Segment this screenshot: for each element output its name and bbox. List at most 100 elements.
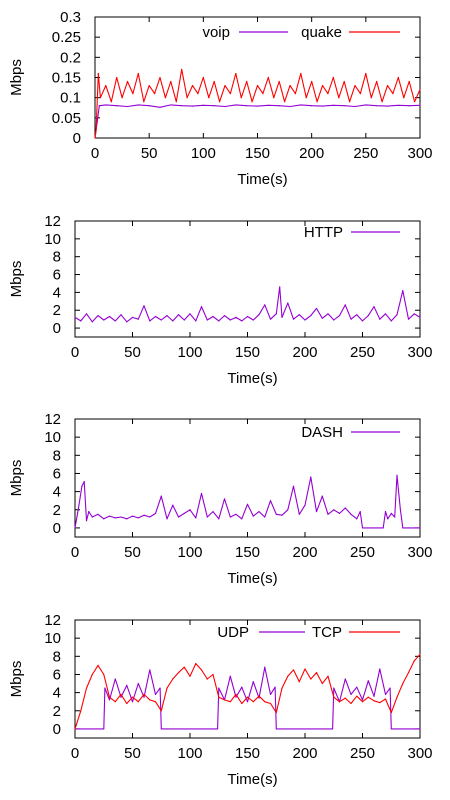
data-point — [373, 700, 375, 702]
data-point — [419, 104, 421, 106]
data-point — [287, 675, 289, 677]
data-point — [97, 513, 99, 515]
y-tick-label: 4 — [53, 484, 61, 501]
data-point — [390, 711, 392, 714]
data-point — [235, 104, 237, 106]
y-tick-label: 0 — [53, 520, 61, 537]
data-point — [379, 668, 381, 670]
data-point — [399, 509, 402, 511]
data-point — [338, 314, 341, 317]
data-point — [344, 678, 346, 680]
data-point — [143, 696, 145, 698]
data-point — [108, 696, 111, 698]
x-tick-label: 250 — [353, 145, 378, 162]
legend-label-udp: UDP — [217, 624, 249, 641]
data-point — [379, 527, 381, 529]
data-point — [419, 89, 421, 91]
data-point — [327, 313, 329, 315]
data-point — [419, 316, 421, 318]
data-point — [143, 514, 145, 516]
data-point — [166, 518, 168, 520]
data-point — [413, 660, 415, 662]
data-point — [397, 76, 399, 79]
data-point — [394, 516, 396, 518]
data-point — [333, 687, 335, 689]
data-point — [91, 321, 93, 323]
data-point — [183, 512, 185, 515]
data-point — [365, 72, 367, 75]
data-point — [413, 527, 415, 529]
data-point — [321, 495, 323, 497]
data-point — [126, 518, 128, 520]
data-point — [419, 653, 421, 656]
y-tick-label: 10 — [44, 231, 61, 248]
data-point — [344, 507, 346, 509]
x-tick-label: 150 — [235, 544, 260, 561]
data-point — [419, 527, 421, 529]
data-point — [159, 76, 161, 79]
y-tick-label: 2 — [53, 302, 61, 319]
data-point — [273, 97, 275, 99]
data-point — [191, 84, 194, 87]
data-point — [321, 84, 324, 87]
data-point — [390, 512, 392, 515]
y-tick-label: 0.2 — [60, 49, 81, 66]
y-tick-label: 12 — [44, 612, 61, 629]
data-point — [278, 105, 280, 107]
series-line-udp — [75, 666, 420, 730]
data-point — [367, 696, 369, 698]
data-point — [206, 678, 208, 680]
data-point — [402, 682, 404, 685]
data-point — [126, 702, 128, 705]
x-axis-label: Time(s) — [227, 771, 277, 788]
data-point — [166, 687, 168, 689]
data-point — [97, 314, 99, 317]
data-point — [154, 512, 157, 515]
data-point — [131, 515, 134, 517]
data-point — [120, 696, 122, 698]
data-point — [103, 728, 105, 730]
x-tick-label: 200 — [292, 344, 317, 361]
x-tick-label: 250 — [350, 544, 375, 561]
data-point — [181, 68, 183, 71]
data-point — [269, 693, 272, 696]
data-point — [110, 101, 112, 103]
data-point — [202, 104, 204, 106]
data-point — [143, 305, 145, 307]
data-point — [338, 512, 341, 515]
data-point — [251, 101, 253, 103]
data-point — [126, 684, 128, 686]
data-point — [387, 518, 389, 520]
data-point — [88, 510, 90, 513]
data-point — [275, 711, 277, 714]
x-tick-label: 300 — [407, 145, 432, 162]
data-point — [287, 509, 289, 511]
data-point — [304, 668, 306, 670]
data-point — [275, 513, 277, 515]
data-point — [289, 105, 291, 108]
data-point — [333, 696, 335, 698]
data-point — [361, 701, 364, 703]
data-point — [316, 101, 318, 103]
x-tick-label: 100 — [177, 344, 202, 361]
data-point — [95, 129, 97, 131]
data-point — [105, 84, 107, 87]
data-point — [356, 314, 358, 316]
x-tick-label: 250 — [350, 745, 375, 762]
data-point — [164, 97, 167, 99]
data-point — [354, 105, 356, 108]
data-point — [283, 101, 286, 103]
data-point — [304, 504, 306, 506]
data-point — [74, 316, 76, 318]
data-point — [367, 680, 369, 682]
data-point — [267, 76, 269, 79]
data-point — [149, 516, 151, 518]
data-point — [356, 686, 358, 688]
data-point — [258, 510, 260, 513]
data-point — [397, 104, 399, 106]
data-point — [343, 80, 345, 83]
data-point — [181, 105, 183, 107]
y-tick-label: 10 — [44, 429, 61, 446]
y-tick-label: 12 — [44, 213, 61, 230]
data-point — [80, 320, 82, 322]
